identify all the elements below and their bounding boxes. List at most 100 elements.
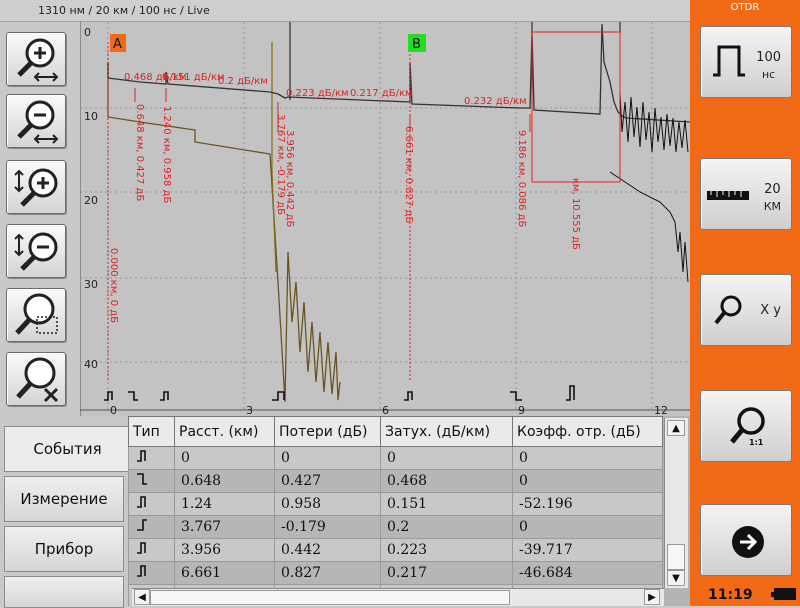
reflectance-cell: -39.717 (512, 538, 663, 562)
distance-cell: 6.661 (174, 561, 275, 585)
x-tick: 9 (518, 404, 525, 416)
table-row[interactable]: 3.767 -0.179 0.2 0 (128, 515, 663, 539)
next-button[interactable] (700, 504, 792, 576)
event-glyph-reflective (404, 391, 413, 401)
reflectance-cell: -52.196 (512, 492, 663, 516)
horizontal-scrollbar[interactable]: ◀ ▶ (132, 588, 664, 606)
distance-cell: 3.767 (174, 515, 275, 539)
span-label: 0.223 дБ/км (286, 88, 349, 99)
scroll-left-icon[interactable]: ◀ (134, 589, 150, 605)
step-up-icon (137, 519, 147, 531)
marker-a[interactable] (110, 34, 126, 52)
zoom-1to1-icon: 1:1 (730, 407, 765, 447)
trace-secondary (107, 62, 341, 403)
event-type-cell (128, 538, 175, 562)
marker-a-label: A (113, 37, 122, 52)
range-value: 20 КМ (763, 182, 781, 213)
table-row[interactable]: 6.661 0.827 0.217 -46.684 (128, 561, 663, 585)
column-header-attenuation[interactable]: Затух. (дБ/км) (380, 416, 513, 447)
axis-zoom-label: X y (760, 303, 781, 318)
otdr-trace-plot[interactable]: 0 10 20 30 40 0 3 6 9 12 (80, 22, 690, 416)
column-header-loss[interactable]: Потери (дБ) (274, 416, 381, 447)
scroll-right-icon[interactable]: ▶ (644, 589, 660, 605)
attenuation-cell: 0.468 (380, 469, 513, 493)
event-glyph-reflective (566, 385, 575, 401)
pulse-icon (713, 45, 745, 77)
event-glyph-step-up (272, 391, 285, 401)
trace-primary-noise (619, 91, 689, 153)
column-header-type[interactable]: Тип (128, 416, 175, 447)
trace-primary-tail (609, 171, 689, 283)
scroll-thumb[interactable] (667, 544, 685, 570)
reflective-icon (137, 496, 146, 508)
event-type-cell (128, 469, 175, 493)
column-header-distance[interactable]: Расст. (км) (174, 416, 275, 447)
zoom-in-horizontal-icon (17, 38, 59, 82)
pulse-width-value: 100 нс (756, 50, 781, 81)
y-tick: 40 (84, 358, 98, 371)
loss-cell: 0.958 (274, 492, 381, 516)
loss-cell: 0 (274, 446, 381, 470)
event-glyph-reflective (104, 391, 113, 401)
event-label: 3.956 км, 0.442 дБ (284, 130, 295, 227)
marker-b[interactable] (408, 34, 426, 52)
span-label: 0.151 дБ/км (162, 72, 225, 83)
x-tick: 6 (382, 404, 389, 416)
event-type-cell (128, 561, 175, 585)
loss-cell: 0.827 (274, 561, 381, 585)
event-glyph-reflective (160, 391, 169, 401)
table-row[interactable]: 1.24 0.958 0.151 -52.196 (128, 492, 663, 516)
event-label: 0.648 км, 0.427 дБ (134, 104, 145, 201)
range-button[interactable]: 20 КМ (700, 158, 792, 230)
magnifier-icon (714, 295, 742, 325)
scroll-up-icon[interactable]: ▲ (667, 420, 685, 436)
zoom-in-vertical-icon (14, 168, 58, 207)
tab-device[interactable]: Прибор (4, 526, 124, 572)
reflective-icon (137, 450, 146, 462)
distance-cell: 3.956 (174, 538, 275, 562)
mode-label: OTDR (730, 2, 760, 13)
zoom-out-vertical-icon (14, 232, 58, 271)
column-header-reflectance[interactable]: Коэфф. отр. (дБ) (512, 416, 663, 447)
zoom-out-vertical-button[interactable] (6, 224, 66, 278)
loss-cell: 0.427 (274, 469, 381, 493)
zoom-in-horizontal-button[interactable] (6, 32, 66, 86)
hscroll-thumb[interactable] (150, 590, 510, 605)
zoom-toolbar (0, 22, 80, 416)
reflectance-cell: -46.684 (512, 561, 663, 585)
attenuation-cell: 0.223 (380, 538, 513, 562)
zoom-in-vertical-button[interactable] (6, 160, 66, 214)
tab-measurement[interactable]: Измерение (4, 476, 124, 522)
events-table: Тип Расст. (км) Потери (дБ) Затух. (дБ/к… (128, 416, 690, 606)
tab-events[interactable]: События (4, 426, 130, 472)
tab-empty (4, 576, 124, 608)
event-glyph-step (128, 391, 138, 401)
distance-cell: 0.648 (174, 469, 275, 493)
event-type-cell (128, 446, 175, 470)
reflectance-cell: 0 (512, 515, 663, 539)
reflective-icon (137, 542, 146, 554)
y-tick: 0 (84, 26, 91, 39)
axis-zoom-button[interactable]: X y (700, 274, 792, 346)
loss-cell: 0.442 (274, 538, 381, 562)
zoom-out-horizontal-button[interactable] (6, 94, 66, 148)
battery-icon (771, 588, 796, 600)
reflectance-cell: 0 (512, 469, 663, 493)
pulse-width-button[interactable]: 100 нс (700, 26, 792, 98)
table-row[interactable]: 0.648 0.427 0.468 0 (128, 469, 663, 493)
zoom-region-button[interactable] (6, 288, 66, 342)
distance-cell: 1.24 (174, 492, 275, 516)
zoom-reset-button[interactable] (6, 352, 66, 406)
attenuation-cell: 0.151 (380, 492, 513, 516)
event-label: км, 10.555 дБ (570, 178, 581, 250)
event-label: 1.240 км, 0.958 дБ (161, 106, 172, 203)
vertical-scrollbar[interactable]: ▲ ▼ (664, 418, 688, 588)
x-tick: 0 (110, 404, 117, 416)
zoom-1to1-button[interactable]: 1:1 (700, 390, 792, 462)
scroll-down-icon[interactable]: ▼ (667, 570, 685, 586)
span-label: 0.468 дБ/км (124, 72, 187, 83)
table-row[interactable]: 3.956 0.442 0.223 -39.717 (128, 538, 663, 562)
attenuation-cell: 0.217 (380, 561, 513, 585)
ruler-icon (707, 191, 749, 200)
